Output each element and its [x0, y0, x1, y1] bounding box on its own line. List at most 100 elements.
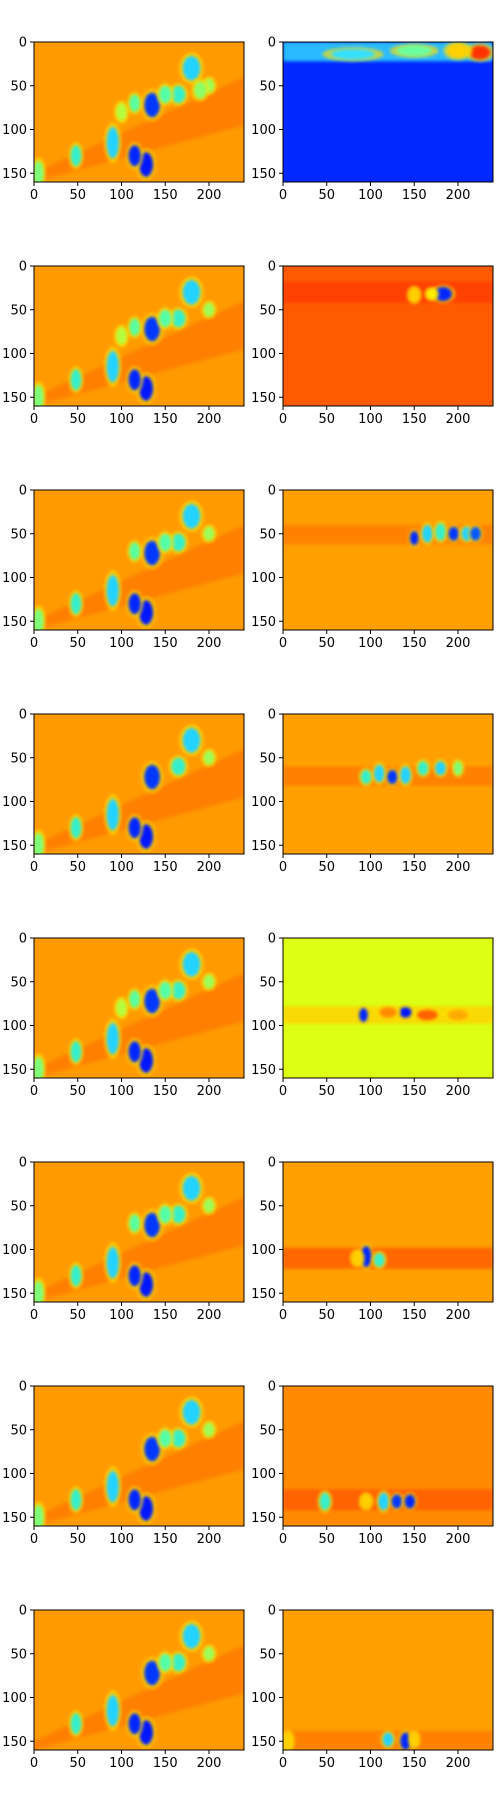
x-tick-label: 200 — [197, 188, 222, 203]
heatmap-panel-r7c2: 0 50 100 150 200 0 50 100 150 — [251, 1380, 494, 1547]
heatmap-blob — [435, 523, 446, 541]
x-tick-label: 0 — [30, 1308, 38, 1323]
heatmap-blob — [378, 1492, 389, 1511]
x-tick-label: 100 — [358, 412, 383, 427]
axes-frame — [282, 41, 494, 183]
heatmap-background — [283, 1610, 493, 1750]
heatmap-blob — [426, 288, 437, 300]
y-tick-label: 50 — [259, 1423, 276, 1438]
heatmap-blob — [70, 145, 82, 167]
heatmap-area — [34, 266, 244, 406]
texture-band — [34, 301, 244, 406]
y-tick-label: 100 — [251, 795, 276, 810]
texture-band — [34, 1645, 244, 1750]
x-tick-label: 200 — [446, 412, 471, 427]
y-tick-label: 0 — [19, 708, 27, 723]
y-tick-label: 0 — [19, 260, 27, 275]
x-tick-label: 100 — [109, 636, 134, 651]
y-tick-label: 100 — [2, 1691, 27, 1706]
y-tick-label: 0 — [19, 1380, 27, 1395]
heatmap-blob — [391, 1494, 402, 1509]
y-tick-label: 0 — [268, 484, 276, 499]
y-tick-label: 150 — [2, 615, 27, 630]
x-tick-label: 200 — [446, 1084, 471, 1099]
axes-frame — [33, 937, 245, 1079]
heatmap-blob — [182, 728, 201, 753]
heatmap-panel-r3c2: 0 50 100 150 200 0 50 100 150 — [251, 484, 494, 651]
x-tick-label: 150 — [153, 1756, 178, 1771]
heatmap-blob — [34, 833, 44, 854]
heatmap-blob — [34, 1505, 44, 1526]
heatmap-area — [283, 1610, 493, 1750]
x-tick-label: 50 — [318, 1084, 335, 1099]
heatmap-blob — [409, 1732, 419, 1747]
x-tick-label: 150 — [402, 860, 427, 875]
x-tick-label: 100 — [109, 1532, 134, 1547]
axes-frame — [282, 1161, 494, 1303]
y-tick-label: 150 — [2, 391, 27, 406]
heatmap-blob — [106, 126, 119, 159]
heatmap-panel-r4c2: 0 50 100 150 200 0 50 100 150 — [251, 708, 494, 875]
x-tick-label: 150 — [402, 1308, 427, 1323]
heatmap-blob — [379, 1007, 397, 1018]
y-tick-label: 150 — [2, 1735, 27, 1750]
y-tick-label: 150 — [2, 839, 27, 854]
heatmap-blob — [128, 1489, 141, 1511]
heatmap-blob — [470, 526, 481, 541]
y-tick-label: 100 — [251, 1019, 276, 1034]
y-tick-label: 100 — [251, 1691, 276, 1706]
y-tick-label: 0 — [19, 1156, 27, 1171]
heatmap-background — [283, 490, 493, 630]
y-tick-label: 100 — [2, 571, 27, 586]
heatmap-blob — [400, 1732, 411, 1750]
heatmap-blob — [144, 1436, 160, 1462]
x-tick-label: 200 — [446, 860, 471, 875]
x-tick-label: 100 — [358, 636, 383, 651]
axes-frame — [33, 1609, 245, 1751]
x-tick-label: 200 — [197, 636, 222, 651]
x-tick-label: 100 — [109, 188, 134, 203]
heatmap-blob — [409, 531, 419, 546]
y-tick-label: 150 — [251, 1511, 276, 1526]
heatmap-blob — [144, 988, 160, 1014]
x-tick-label: 150 — [153, 1532, 178, 1547]
heatmap-blob — [374, 764, 385, 783]
x-tick-label: 0 — [279, 860, 287, 875]
heatmap-blob — [400, 766, 411, 784]
texture-band — [34, 525, 244, 630]
heatmap-blob — [416, 1009, 438, 1021]
heatmap-blob — [128, 593, 141, 615]
y-tick-label: 50 — [259, 1199, 276, 1214]
axes-frame — [33, 489, 245, 631]
heatmap-background — [283, 1162, 493, 1302]
y-tick-label: 150 — [251, 615, 276, 630]
heatmap-area — [283, 714, 493, 854]
heatmap-area — [34, 42, 244, 182]
heatmap-blob — [171, 1653, 186, 1672]
heatmap-blob — [128, 817, 141, 839]
y-tick-label: 100 — [251, 1243, 276, 1258]
x-tick-label: 100 — [109, 860, 134, 875]
y-tick-label: 0 — [268, 1604, 276, 1619]
heatmap-blob — [203, 1422, 215, 1437]
heatmap-blob — [434, 287, 452, 301]
y-tick-label: 50 — [10, 975, 27, 990]
x-tick-label: 150 — [153, 188, 178, 203]
x-tick-label: 150 — [153, 636, 178, 651]
heatmap-panel-r8c2: 0 50 100 150 200 0 50 100 150 — [251, 1604, 494, 1771]
heatmap-blob — [159, 533, 172, 552]
heatmap-blob — [171, 533, 186, 552]
heatmap-blob — [447, 43, 469, 58]
x-tick-label: 0 — [279, 636, 287, 651]
y-tick-label: 100 — [2, 1019, 27, 1034]
x-tick-label: 0 — [279, 1084, 287, 1099]
heatmap-area — [283, 1386, 493, 1526]
heatmap-area — [283, 42, 493, 182]
heatmap-blob — [203, 1646, 215, 1661]
y-tick-label: 0 — [268, 932, 276, 947]
heatmap-panel-r2c2: 0 50 100 150 200 0 50 100 150 — [251, 260, 494, 427]
x-tick-label: 200 — [446, 1532, 471, 1547]
heatmap-blob — [106, 350, 119, 383]
heatmap-blob — [70, 593, 82, 615]
x-tick-label: 50 — [69, 636, 86, 651]
